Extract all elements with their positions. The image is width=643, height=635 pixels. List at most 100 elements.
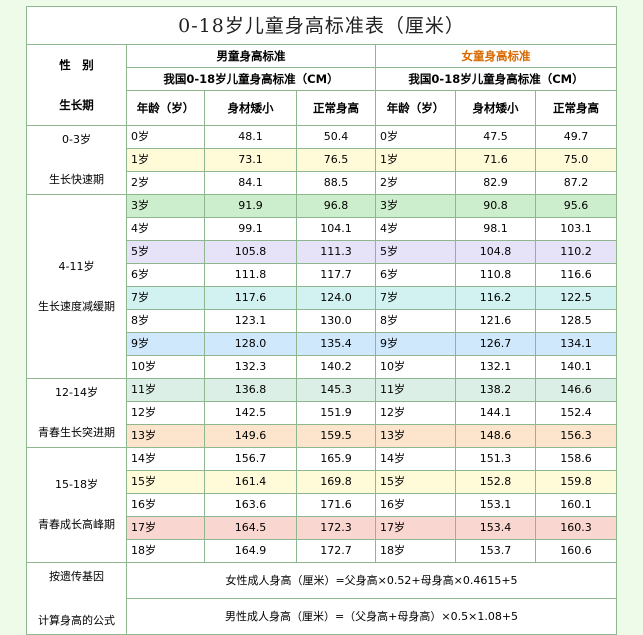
boys-age: 10岁 — [126, 355, 205, 379]
girls-col-short: 身材矮小 — [455, 90, 536, 126]
genetic-label-cell: 按遗传基因 计算身高的公式 — [26, 562, 127, 635]
boys-col-age: 年龄（岁） — [126, 90, 205, 126]
boys-age: 0岁 — [126, 125, 205, 149]
girls-age: 13岁 — [375, 424, 456, 448]
girls-normal: 116.6 — [534, 263, 618, 287]
boys-short: 156.7 — [204, 447, 297, 471]
boys-col-normal: 正常身高 — [296, 90, 376, 126]
boys-normal: 140.2 — [296, 355, 376, 379]
boys-normal: 88.5 — [296, 171, 376, 195]
girls-short: 153.1 — [455, 493, 536, 517]
boys-normal: 172.7 — [296, 539, 376, 563]
girls-normal: 140.1 — [534, 355, 618, 379]
girls-normal: 158.6 — [534, 447, 618, 471]
boys-age: 4岁 — [126, 217, 205, 241]
boys-normal: 171.6 — [296, 493, 376, 517]
table-row: 1岁 73.1 76.5 1岁 71.6 75.0 — [27, 148, 618, 172]
girls-age: 18岁 — [375, 539, 456, 563]
boys-normal: 96.8 — [296, 194, 376, 218]
girls-normal: 160.1 — [534, 493, 618, 517]
girls-age: 14岁 — [375, 447, 456, 471]
boys-normal: 104.1 — [296, 217, 376, 241]
boys-short: 142.5 — [204, 401, 297, 425]
girls-subheader: 我国0-18岁儿童身高标准（CM） — [374, 67, 618, 91]
girls-normal: 160.3 — [534, 516, 618, 540]
girls-age: 10岁 — [375, 355, 456, 379]
boys-age: 13岁 — [126, 424, 205, 448]
girls-short: 121.6 — [455, 309, 536, 333]
girls-short: 98.1 — [455, 217, 536, 241]
boys-age: 18岁 — [126, 539, 205, 563]
boys-short: 111.8 — [204, 263, 297, 287]
girls-header: 女童身高标准 — [374, 44, 618, 68]
table-row: 12-14岁 青春生长突进期 11岁 136.8 145.3 11岁 138.2… — [26, 378, 618, 448]
header-gender-label: 性 别 — [59, 58, 94, 72]
girls-short: 71.6 — [455, 148, 536, 172]
table-row: 4-11岁 生长速度减缓期 3岁 91.9 96.8 3岁 90.8 95.6 — [26, 194, 618, 379]
boys-age: 14岁 — [126, 447, 205, 471]
boys-short: 136.8 — [204, 378, 297, 402]
girls-normal: 128.5 — [534, 309, 618, 333]
girls-normal: 152.4 — [534, 401, 618, 425]
boys-age: 7岁 — [126, 286, 205, 310]
stage-name: 青春成长高峰期 — [38, 518, 115, 531]
boys-normal: 124.0 — [296, 286, 376, 310]
stage-range: 12-14岁 — [55, 386, 98, 399]
table-row: 13岁 149.6 159.5 13岁 148.6 156.3 — [27, 424, 618, 448]
girls-normal: 75.0 — [534, 148, 618, 172]
stage-range: 0-3岁 — [62, 133, 91, 146]
boys-normal: 151.9 — [296, 401, 376, 425]
stage-cell: 15-18岁 青春成长高峰期 — [26, 447, 127, 563]
girls-age: 9岁 — [375, 332, 456, 356]
table-title: 0-18岁儿童身高标准表（厘米） — [25, 6, 618, 45]
girls-age: 17岁 — [375, 516, 456, 540]
boys-normal: 172.3 — [296, 516, 376, 540]
girls-age: 11岁 — [375, 378, 456, 402]
boys-col-short: 身材矮小 — [204, 90, 297, 126]
boys-age: 16岁 — [126, 493, 205, 517]
header-side-label: 性 别 生长期 — [26, 44, 127, 126]
table-row: 17岁 164.5 172.3 17岁 153.4 160.3 — [27, 516, 618, 540]
table-row: 18岁 164.9 172.7 18岁 153.7 160.6 — [27, 539, 618, 563]
boys-short: 149.6 — [204, 424, 297, 448]
girls-short: 47.5 — [455, 125, 536, 149]
table-row: 12岁 142.5 151.9 12岁 144.1 152.4 — [27, 401, 618, 425]
girls-normal: 159.8 — [534, 470, 618, 494]
girls-normal: 87.2 — [534, 171, 618, 195]
height-standard-table: 0-18岁儿童身高标准表（厘米） 性 别 生长期 男童身高标准 女童身高标准 我… — [25, 6, 618, 635]
girls-short: 153.4 — [455, 516, 536, 540]
boys-age: 17岁 — [126, 516, 205, 540]
stage-cell: 0-3岁 生长快速期 — [26, 125, 127, 195]
boys-normal: 165.9 — [296, 447, 376, 471]
stage-name: 青春生长突进期 — [38, 426, 115, 439]
girls-col-normal: 正常身高 — [534, 90, 618, 126]
boys-short: 128.0 — [204, 332, 297, 356]
girls-short: 90.8 — [455, 194, 536, 218]
girls-short: 151.3 — [455, 447, 536, 471]
table-row: 15岁 161.4 169.8 15岁 152.8 159.8 — [27, 470, 618, 494]
boys-normal: 159.5 — [296, 424, 376, 448]
girls-normal: 103.1 — [534, 217, 618, 241]
genetic-formula-row: 按遗传基因 计算身高的公式 女性成人身高（厘米）=父身高×0.52+母身高×0.… — [26, 562, 618, 635]
table-row: 15-18岁 青春成长高峰期 14岁 156.7 165.9 14岁 151.3… — [26, 447, 618, 563]
table-row: 16岁 163.6 171.6 16岁 153.1 160.1 — [27, 493, 618, 517]
girls-age: 7岁 — [375, 286, 456, 310]
boys-normal: 169.8 — [296, 470, 376, 494]
boys-short: 123.1 — [204, 309, 297, 333]
stage-range: 15-18岁 — [55, 478, 98, 491]
girls-age: 4岁 — [375, 217, 456, 241]
header-stage-label: 生长期 — [59, 98, 94, 112]
boys-subheader: 我国0-18岁儿童身高标准（CM） — [126, 67, 376, 91]
girls-normal: 156.3 — [534, 424, 618, 448]
boys-short: 164.5 — [204, 516, 297, 540]
girls-age: 5岁 — [375, 240, 456, 264]
boys-normal: 117.7 — [296, 263, 376, 287]
girls-short: 82.9 — [455, 171, 536, 195]
girls-short: 144.1 — [455, 401, 536, 425]
girls-age: 6岁 — [375, 263, 456, 287]
boys-age: 8岁 — [126, 309, 205, 333]
girls-short: 126.7 — [455, 332, 536, 356]
male-formula: 男性成人身高（厘米）=（父身高+母身高）×0.5×1.08+5 — [125, 598, 618, 635]
genetic-label-bottom: 计算身高的公式 — [38, 613, 115, 627]
boys-short: 161.4 — [204, 470, 297, 494]
